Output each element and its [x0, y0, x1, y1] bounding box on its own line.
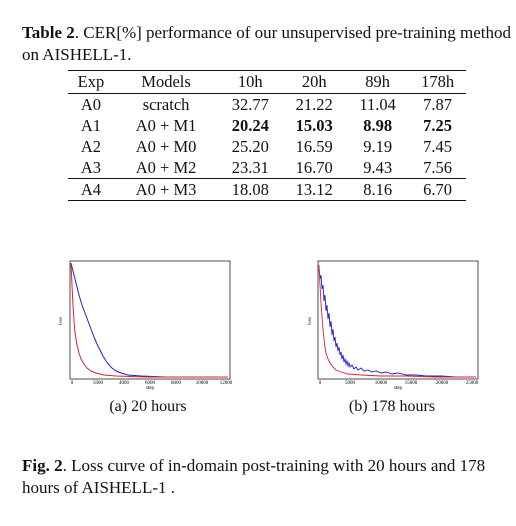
x-tick-label: 4000: [119, 381, 130, 386]
table-row: A1 A0 + M1 20.24 15.03 8.98 7.25: [68, 115, 466, 136]
figure-label: Fig. 2: [22, 456, 63, 475]
cell-exp: A1: [80, 115, 101, 135]
x-tick-label: 6000: [145, 381, 156, 386]
x-tick-label: 20000: [436, 381, 449, 386]
cell-value: 11.04: [359, 94, 396, 114]
loss-plot-20h-svg: 0 5000 4000 6000 8000 10000 12000 step l…: [59, 260, 233, 390]
loss-curve-red: [318, 264, 476, 378]
cell-value-best: 15.03: [295, 115, 333, 135]
table-label: Table 2: [22, 23, 75, 42]
cell-model: A0 + M0: [135, 136, 197, 156]
cell-value: 7.87: [423, 94, 452, 114]
x-tick-label: 0: [319, 381, 322, 386]
cell-value: 16.59: [295, 136, 333, 156]
cell-model: scratch: [142, 94, 190, 114]
x-tick-label: 12000: [220, 381, 233, 386]
cell-exp: A4: [68, 178, 114, 201]
cell-exp: A2: [80, 136, 101, 156]
loss-curve-blue: [318, 268, 476, 378]
x-tick-label: 5000: [345, 381, 356, 386]
header-exp: Exp: [68, 70, 114, 94]
cell-value: 7.45: [423, 136, 452, 156]
table-row: A0 scratch 32.77 21.22 11.04 7.87: [68, 94, 466, 116]
y-axis-label: loss: [308, 317, 313, 325]
table-row: A2 A0 + M0 25.20 16.59 9.19 7.45: [68, 136, 466, 157]
cell-value-best: 7.25: [423, 115, 452, 135]
table-row: A4 A0 + M3 18.08 13.12 8.16 6.70: [68, 178, 466, 201]
header-89h: 89h: [346, 70, 410, 94]
plot-frame: [317, 260, 479, 380]
cell-model: A0 + M3: [113, 178, 219, 201]
x-tick-label: 8000: [171, 381, 182, 386]
x-tick-label: 25000: [466, 381, 479, 386]
header-20h: 20h: [282, 70, 347, 94]
cell-value: 6.70: [409, 178, 466, 201]
table-caption: Table 2. CER[%] performance of our unsup…: [22, 22, 512, 66]
subcaption-b: (b) 178 hours: [348, 398, 436, 415]
cell-value: 7.56: [423, 157, 452, 177]
table-row: A3 A0 + M2 23.31 16.70 9.43 7.56: [68, 157, 466, 179]
header-models: Models: [113, 70, 219, 94]
figure-caption: Fig. 2. Loss curve of in-domain post-tra…: [22, 455, 512, 499]
cell-value: 25.20: [231, 136, 269, 156]
cell-value: 13.12: [282, 178, 347, 201]
cell-model: A0 + M1: [135, 115, 197, 135]
x-ticks: 0 5000 4000 6000 8000 10000 12000: [71, 381, 233, 386]
header-10h: 10h: [218, 70, 283, 94]
x-tick-label: 15000: [405, 381, 418, 386]
cell-value-best: 20.24: [231, 115, 269, 135]
loss-curve-blue: [70, 262, 228, 378]
subcaption-a: (a) 20 hours: [109, 398, 187, 415]
table-header-row: Exp Models 10h 20h 89h 178h: [68, 70, 466, 94]
table-caption-text: . CER[%] performance of our unsupervised…: [22, 23, 511, 64]
loss-plot-20h: 0 5000 4000 6000 8000 10000 12000 step l…: [56, 255, 236, 390]
x-tick-label: 0: [71, 381, 74, 386]
loss-plot-178h-svg: 0 5000 10000 15000 20000 25000 step loss: [308, 260, 479, 390]
loss-plot-178h: 0 5000 10000 15000 20000 25000 step loss: [306, 255, 486, 390]
cell-value: 18.08: [218, 178, 283, 201]
cell-value: 9.19: [363, 136, 393, 156]
x-tick-label: 5000: [93, 381, 104, 386]
cell-value: 9.43: [363, 157, 393, 177]
x-axis-label: step: [394, 386, 403, 390]
cell-value: 21.22: [295, 94, 333, 114]
cell-model: A0 + M2: [135, 157, 197, 177]
cell-value-best: 8.98: [363, 115, 393, 135]
figure-caption-text: . Loss curve of in-domain post-training …: [22, 456, 486, 497]
x-tick-label: 10000: [196, 381, 209, 386]
cell-exp: A0: [80, 94, 101, 114]
cer-results-table: Exp Models 10h 20h 89h 178h A0 scratch 3…: [68, 70, 466, 201]
plot-frame: [69, 260, 231, 380]
cell-value: 8.16: [346, 178, 410, 201]
y-axis-label: loss: [59, 317, 64, 325]
cell-value: 32.77: [231, 94, 269, 114]
cell-value: 23.31: [231, 157, 269, 177]
loss-curve-red: [70, 262, 228, 378]
x-tick-label: 10000: [375, 381, 388, 386]
cell-value: 16.70: [295, 157, 333, 177]
header-178h: 178h: [409, 70, 466, 94]
x-axis-label: step: [146, 386, 155, 390]
x-ticks: 0 5000 10000 15000 20000 25000: [319, 381, 479, 386]
cell-exp: A3: [80, 157, 101, 177]
